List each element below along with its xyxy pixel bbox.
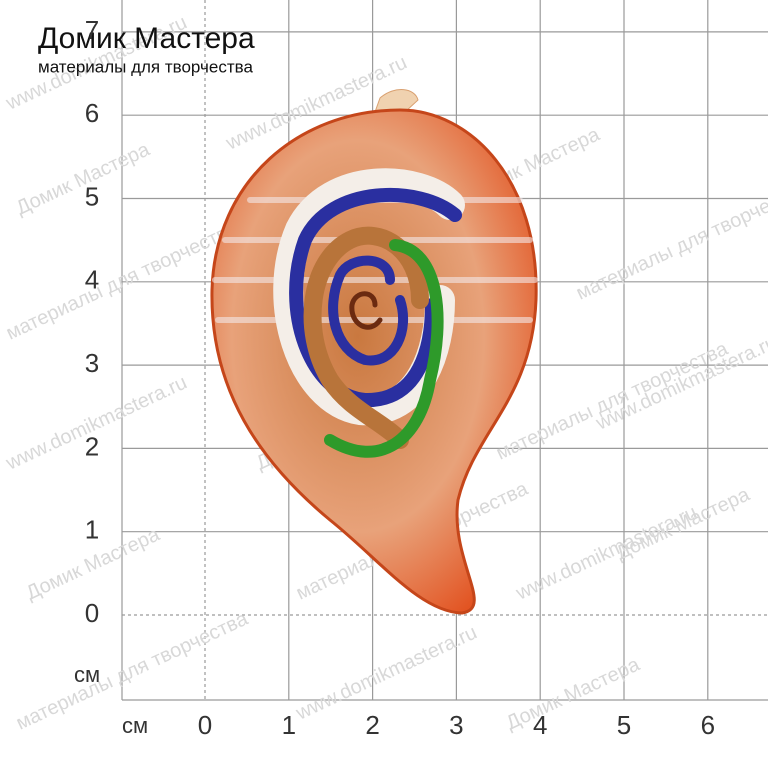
y-tick-label: 6: [85, 98, 99, 128]
y-tick-label: 0: [85, 598, 99, 628]
x-tick-label: 0: [198, 710, 212, 740]
x-tick-label: 1: [282, 710, 296, 740]
brand-title: Домик Мастера: [38, 22, 255, 55]
x-tick-label: 3: [449, 710, 463, 740]
x-tick-label: 4: [533, 710, 547, 740]
x-tick-label: 5: [617, 710, 631, 740]
watermark: Домик Мастера: [613, 483, 754, 564]
y-tick-label: 7: [85, 15, 99, 45]
brand-subtitle: материалы для творчества: [38, 57, 253, 76]
x-tick-label: 2: [365, 710, 379, 740]
y-tick-label: 4: [85, 265, 99, 295]
y-unit: см: [74, 662, 100, 687]
watermark: Домик Мастера: [13, 138, 154, 219]
watermark: материалы для творчества: [493, 337, 732, 464]
y-tick-label: 2: [85, 431, 99, 461]
watermark: материалы для творчества: [573, 177, 768, 304]
spiral: [212, 168, 538, 458]
pendant: [210, 89, 538, 615]
y-tick-label: 1: [85, 515, 99, 545]
y-tick-label: 5: [85, 181, 99, 211]
y-tick-label: 3: [85, 348, 99, 378]
watermark: www.domikmastera.ru: [592, 331, 768, 434]
x-tick-label: 6: [701, 710, 715, 740]
x-unit: см: [122, 713, 148, 738]
